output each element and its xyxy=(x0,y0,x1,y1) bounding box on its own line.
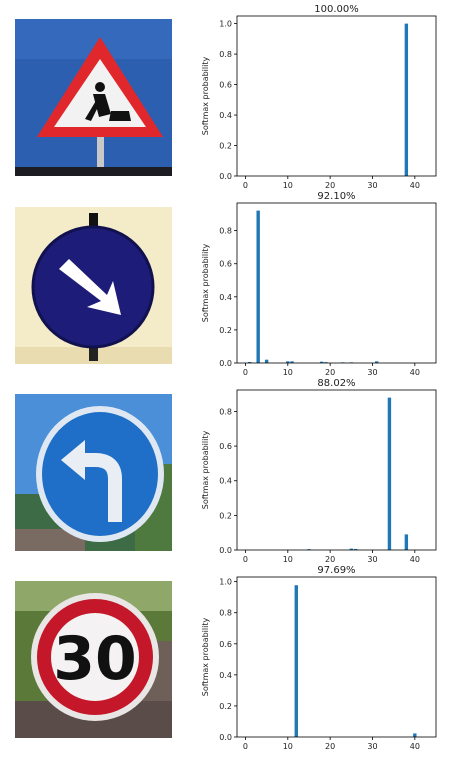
svg-text:30: 30 xyxy=(53,624,137,694)
bar-class-19 xyxy=(324,362,328,363)
plot-frame xyxy=(236,389,437,551)
chart-title: 97.69% xyxy=(317,565,355,576)
y-tick-label: 0.0 xyxy=(219,546,232,555)
y-tick-label: 0.4 xyxy=(219,671,232,680)
x-tick-label: 30 xyxy=(367,555,377,564)
y-tick-label: 0.8 xyxy=(219,609,232,618)
x-tick-label: 10 xyxy=(283,181,293,190)
x-tick-label: 40 xyxy=(410,742,420,751)
prediction-row-4: 30 97.69% Softmax probability 0.0 0.2 0.4 0.6… xyxy=(0,561,470,751)
bar-class-26 xyxy=(353,548,358,550)
bar-class-10 xyxy=(286,361,290,363)
bar-class-38 xyxy=(404,534,409,550)
keep-right-sign-image xyxy=(15,207,172,364)
y-tick-label: 0.8 xyxy=(219,227,232,236)
bar-class-3 xyxy=(256,210,260,363)
y-tick-label: 0.8 xyxy=(219,407,232,416)
bar-class-12 xyxy=(294,585,298,737)
bar-class-1 xyxy=(248,362,252,363)
y-tick-label: 0.0 xyxy=(219,733,232,742)
bar-class-5 xyxy=(264,359,269,363)
bar-class-18 xyxy=(319,361,324,363)
y-tick-label: 0.0 xyxy=(219,359,232,368)
x-tick-label: 10 xyxy=(283,555,293,564)
x-tick-label: 40 xyxy=(410,181,420,190)
bar-class-38 xyxy=(404,23,409,176)
y-tick-label: 0.6 xyxy=(219,442,232,451)
y-tick-label: 0.2 xyxy=(219,702,232,711)
chart-title: 100.00% xyxy=(314,4,359,15)
plot-frame xyxy=(236,15,437,177)
bar-class-40 xyxy=(413,733,417,737)
speed-limit-30-sign-image: 30 xyxy=(15,581,172,738)
x-tick-label: 10 xyxy=(283,742,293,751)
y-tick-label: 0.6 xyxy=(219,81,232,90)
prediction-row-1: 100.00% Softmax probability 0.0 0.2 0.4 0.6 0.… xyxy=(0,0,470,190)
probability-chart-2: 92.10% Softmax probability 0.0 0.2 0.4 0.6 0.8… xyxy=(196,187,456,377)
y-tick-label: 0.2 xyxy=(219,326,232,335)
x-tick-label: 20 xyxy=(325,742,335,751)
x-tick-label: 20 xyxy=(325,368,335,377)
x-tick-label: 10 xyxy=(283,368,293,377)
y-tick-label: 1.0 xyxy=(219,20,232,29)
x-tick-label: 0 xyxy=(243,555,248,564)
x-tick-label: 0 xyxy=(243,181,248,190)
y-tick-label: 1.0 xyxy=(219,578,232,587)
bar-class-11 xyxy=(290,361,294,363)
x-tick-label: 30 xyxy=(367,742,377,751)
y-tick-label: 0.4 xyxy=(219,293,232,302)
y-axis-label: Softmax probability xyxy=(201,618,210,697)
plot-frame xyxy=(236,202,437,364)
y-tick-label: 0.8 xyxy=(219,50,232,59)
x-tick-label: 30 xyxy=(367,368,377,377)
prediction-row-3: 88.02% Softmax probability 0.0 0.2 0.4 0.6 0.8… xyxy=(0,374,470,564)
y-tick-label: 0.2 xyxy=(219,511,232,520)
x-tick-label: 40 xyxy=(410,555,420,564)
y-axis-label: Softmax probability xyxy=(201,57,210,136)
bar-class-25 xyxy=(349,548,354,550)
x-tick-label: 30 xyxy=(367,181,377,190)
turn-left-ahead-sign-image xyxy=(15,394,172,551)
bar-class-15 xyxy=(307,549,311,550)
plot-frame xyxy=(236,576,437,738)
y-axis-label: Softmax probability xyxy=(201,431,210,510)
prediction-row-2: 92.10% Softmax probability 0.0 0.2 0.4 0.6 0.8… xyxy=(0,187,470,377)
bar-class-34 xyxy=(387,397,392,550)
y-tick-label: 0.6 xyxy=(219,640,232,649)
x-tick-label: 0 xyxy=(243,368,248,377)
y-tick-label: 0.4 xyxy=(219,111,232,120)
y-tick-label: 0.0 xyxy=(219,172,232,181)
probability-chart-3: 88.02% Softmax probability 0.0 0.2 0.4 0.6 0.8… xyxy=(196,374,456,564)
chart-title: 92.10% xyxy=(317,191,355,202)
y-axis-label: Softmax probability xyxy=(201,244,210,323)
bar-class-31 xyxy=(375,361,379,363)
x-tick-label: 0 xyxy=(243,742,248,751)
y-tick-label: 0.6 xyxy=(219,260,232,269)
y-tick-label: 0.4 xyxy=(219,477,232,486)
y-tick-label: 0.2 xyxy=(219,142,232,151)
x-tick-label: 40 xyxy=(410,368,420,377)
road-work-sign-image xyxy=(15,19,172,176)
probability-chart-4: 97.69% Softmax probability 0.0 0.2 0.4 0.6 0.8… xyxy=(196,561,456,751)
x-tick-label: 20 xyxy=(325,555,335,564)
chart-title: 88.02% xyxy=(317,378,355,389)
probability-chart-1: 100.00% Softmax probability 0.0 0.2 0.4 0.6 0.… xyxy=(196,0,456,190)
x-tick-label: 20 xyxy=(325,181,335,190)
